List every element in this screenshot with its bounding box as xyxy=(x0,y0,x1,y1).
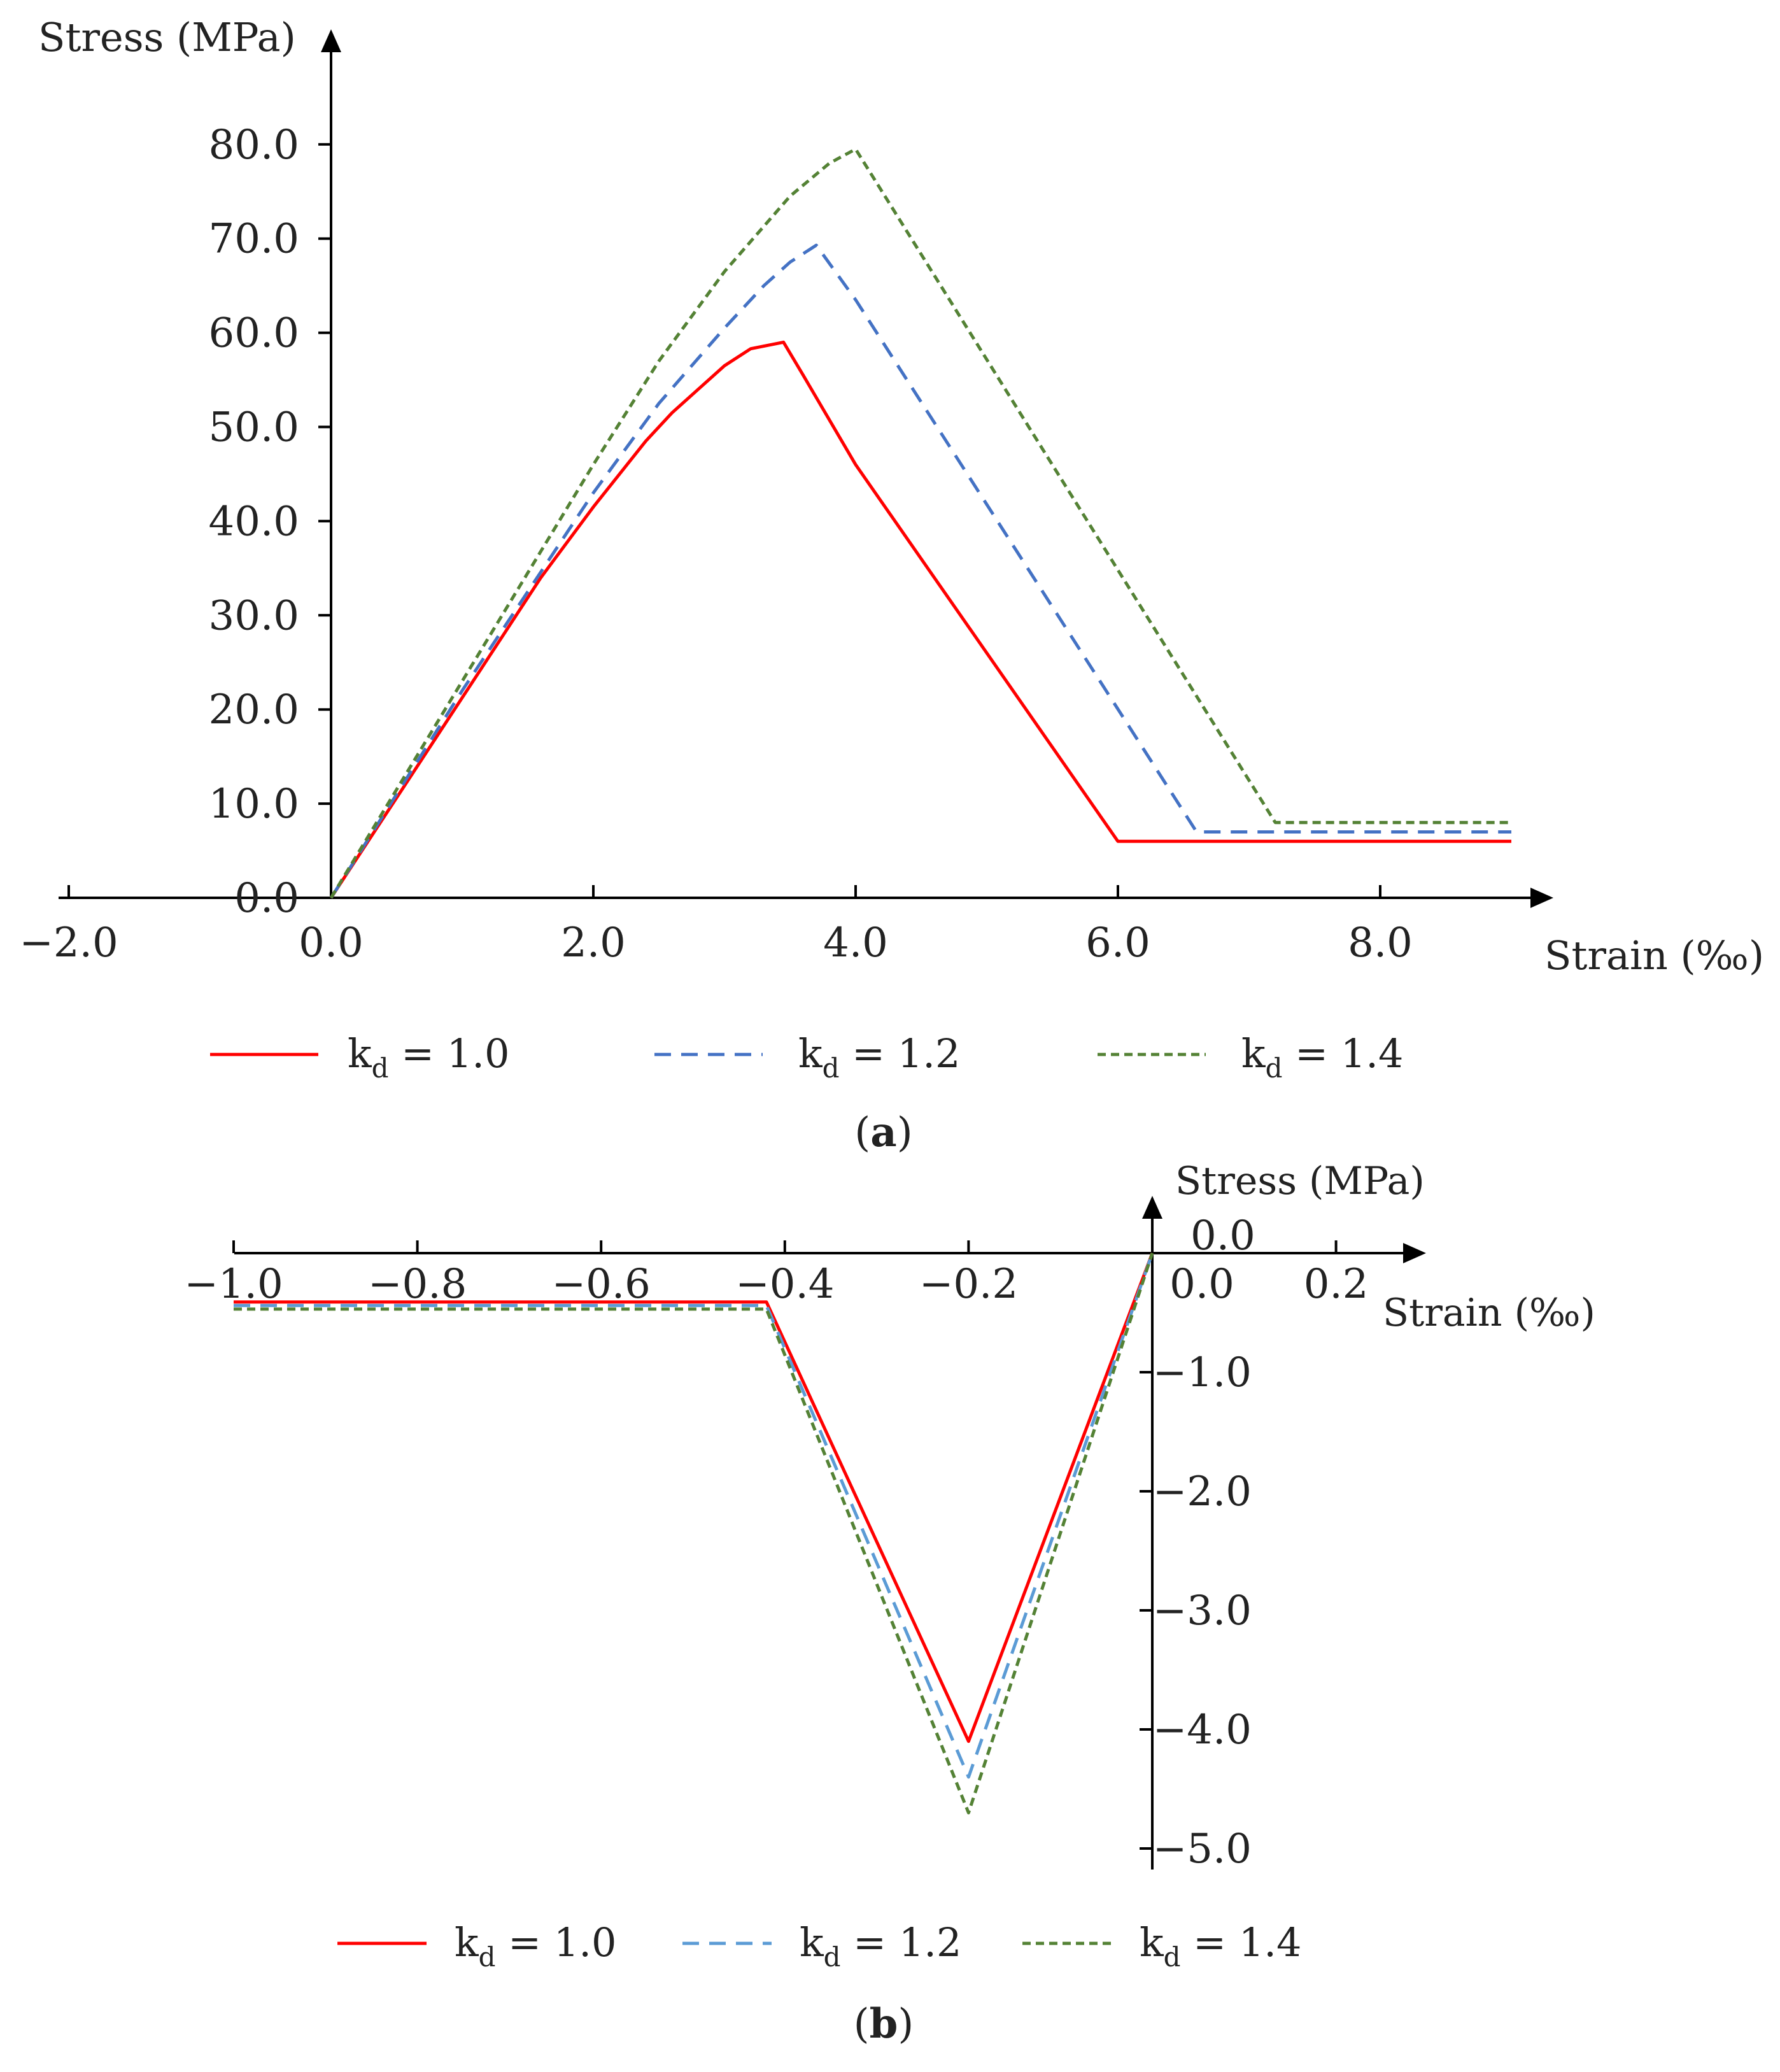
legend-label-3: kd = 1.4 xyxy=(1140,1919,1301,1973)
axes xyxy=(234,1196,1426,1870)
series-line-3 xyxy=(234,1252,1154,1815)
x-ticks: −1.0 −0.8 −0.6 −0.4 −0.2 0.2 xyxy=(184,1240,1368,1308)
x-tick-label: 8.0 xyxy=(1348,919,1413,967)
axes xyxy=(59,29,1553,908)
legend-label-1: kd = 1.0 xyxy=(348,1030,509,1084)
panel-caption-a: (a) xyxy=(854,1109,912,1156)
legend-label-1: kd = 1.0 xyxy=(455,1919,616,1973)
legend-label-2: kd = 1.2 xyxy=(798,1030,960,1084)
y-tick-label: −5.0 xyxy=(1153,1826,1252,1873)
legend-label-subscript: d xyxy=(372,1053,389,1084)
series-line-1 xyxy=(329,340,1511,899)
legend-label-main: k xyxy=(455,1919,479,1966)
panel-label-b: b xyxy=(870,2000,898,2048)
y-axis-title: Stress (MPa) xyxy=(38,14,296,60)
legend-label-rest: = 1.0 xyxy=(388,1030,509,1077)
panel-label-a: a xyxy=(870,1109,896,1156)
y-tick-label: 20.0 xyxy=(209,686,300,734)
y-ticks: 0.0 10.0 20.0 30.0 40.0 50.0 60.0 70.0 80.0 xyxy=(209,122,331,922)
x-tick-label: 2.0 xyxy=(561,919,626,967)
x-ticks: −2.0 0.0 2.0 4.0 6.0 8.0 xyxy=(19,885,1413,967)
x-tick-label: −1.0 xyxy=(184,1261,283,1308)
y-tick-label: 40.0 xyxy=(209,498,300,545)
y-tick-label: 0.0 xyxy=(234,875,299,922)
x-tick-label: 0.0 xyxy=(299,919,364,967)
legend-label-3: kd = 1.4 xyxy=(1241,1030,1403,1084)
legend-label-subscript: d xyxy=(1266,1053,1283,1084)
x-tick-label: −0.8 xyxy=(368,1261,467,1308)
y-tick-label: −3.0 xyxy=(1153,1587,1252,1635)
y-tick-label: 80.0 xyxy=(209,122,300,169)
x-tick-label: −0.4 xyxy=(735,1261,834,1308)
x-tick-label: −0.2 xyxy=(919,1261,1018,1308)
y-axis-title: Stress (MPa) xyxy=(1175,1159,1425,1203)
x-axis-arrow xyxy=(1530,888,1553,908)
legend: kd = 1.0 kd = 1.2 kd = 1.4 xyxy=(337,1919,1301,1973)
y-tick-label: −1.0 xyxy=(1153,1349,1252,1396)
legend-label-subscript: d xyxy=(1164,1941,1181,1973)
legend-label-rest: = 1.4 xyxy=(1180,1919,1301,1966)
y-tick-label-zero: 0.0 xyxy=(1190,1212,1255,1260)
legend-label-main: k xyxy=(798,1030,823,1077)
y-tick-label: 10.0 xyxy=(209,781,300,828)
y-tick-label: 30.0 xyxy=(209,592,300,639)
y-ticks: −1.0 −2.0 −3.0 −4.0 −5.0 xyxy=(1140,1349,1252,1873)
x-axis-title: Strain (‰) xyxy=(1544,932,1764,979)
series-line-2 xyxy=(329,243,1511,899)
x-tick-label: 4.0 xyxy=(823,919,888,967)
x-tick-label: 6.0 xyxy=(1085,919,1150,967)
series-lines xyxy=(234,1252,1154,1815)
y-tick-label: −2.0 xyxy=(1153,1468,1252,1515)
series-lines xyxy=(329,147,1511,899)
y-axis-arrow xyxy=(321,29,341,52)
panel-caption-b: (b) xyxy=(854,2000,914,2048)
y-tick-label: 60.0 xyxy=(209,310,300,357)
legend-label-subscript: d xyxy=(823,1053,840,1084)
y-axis-arrow xyxy=(1142,1196,1162,1219)
legend-label-rest: = 1.2 xyxy=(840,1919,961,1966)
legend-label-rest: = 1.4 xyxy=(1282,1030,1403,1077)
y-tick-label: 50.0 xyxy=(209,404,300,451)
legend-label-rest: = 1.2 xyxy=(839,1030,960,1077)
x-tick-label: −0.6 xyxy=(551,1261,650,1308)
legend-label-subscript: d xyxy=(479,1941,496,1973)
legend-label-subscript: d xyxy=(824,1941,841,1973)
x-axis-title: Strain (‰) xyxy=(1383,1291,1595,1335)
chart-panel-a: −2.0 0.0 2.0 4.0 6.0 8.0 0.0 10.0 20.0 30.0 40.0 5… xyxy=(19,14,1764,1156)
y-tick-label: 70.0 xyxy=(209,216,300,263)
chart-panel-b: −1.0 −0.8 −0.6 −0.4 −0.2 0.2 −1.0 −2.0 −3.0 −4.0… xyxy=(184,1159,1595,2048)
x-tick-label-zero: 0.0 xyxy=(1169,1261,1234,1308)
legend: kd = 1.0 kd = 1.2 kd = 1.4 xyxy=(210,1030,1403,1084)
series-line-3 xyxy=(329,147,1511,899)
legend-label-main: k xyxy=(800,1919,824,1966)
series-line-1 xyxy=(234,1252,1154,1743)
x-tick-label: 0.2 xyxy=(1304,1261,1369,1308)
legend-label-main: k xyxy=(1140,1919,1164,1966)
legend-label-2: kd = 1.2 xyxy=(800,1919,961,1973)
x-tick-label: −2.0 xyxy=(19,919,118,967)
y-tick-label: −4.0 xyxy=(1153,1707,1252,1754)
x-axis-arrow xyxy=(1403,1243,1426,1263)
legend-label-main: k xyxy=(348,1030,372,1077)
series-line-2 xyxy=(234,1252,1154,1779)
legend-label-main: k xyxy=(1241,1030,1266,1077)
legend-label-rest: = 1.0 xyxy=(495,1919,616,1966)
